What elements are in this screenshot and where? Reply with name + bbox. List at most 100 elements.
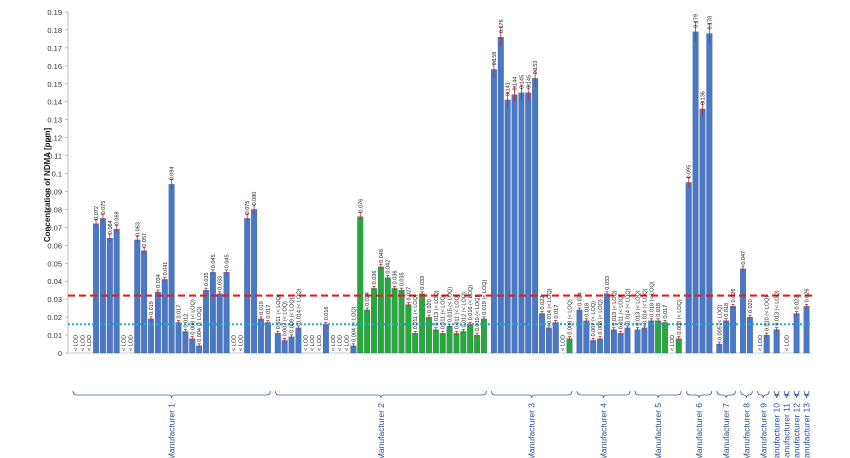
bar <box>113 229 120 354</box>
y-tick-label: 0.08 <box>47 205 62 214</box>
data-label: 0.064 <box>108 220 114 234</box>
data-label: 0.080 <box>252 192 258 206</box>
data-label: 0.013 (< LOQ) <box>434 290 440 325</box>
y-tick-label: 0 <box>58 349 62 358</box>
bar <box>189 338 196 354</box>
data-label: 0.033 <box>420 276 426 290</box>
y-tick-label: 0.07 <box>47 223 62 232</box>
bar <box>634 329 641 354</box>
y-tick-label: 0.11 <box>48 152 62 161</box>
bar <box>685 182 692 354</box>
bar <box>692 31 699 354</box>
data-label: 0.136 <box>700 91 706 105</box>
manufacturer-label: Manufacturer 11 <box>782 403 792 458</box>
bar <box>182 331 189 354</box>
group-brace <box>274 390 487 399</box>
manufacturer-label: Manufacturer 9 <box>758 403 768 458</box>
bar <box>322 324 329 354</box>
data-label: 0.014 (< LOQ) <box>296 288 302 323</box>
data-label: 0.017 <box>554 305 560 319</box>
bar <box>460 331 467 354</box>
y-tick-label: 0.15 <box>47 80 62 89</box>
data-label: 0.045 <box>211 254 217 268</box>
y-tick-label: 0.17 <box>47 44 62 53</box>
bar <box>583 320 590 354</box>
data-label: 0.034 <box>156 274 162 288</box>
data-label: 0.024 <box>365 292 371 306</box>
data-label: < LOD <box>785 335 791 351</box>
bar <box>511 94 518 354</box>
bar <box>610 329 617 354</box>
bar <box>793 313 800 354</box>
data-label: 0.041 <box>163 262 169 276</box>
bar <box>597 338 604 354</box>
data-label: 0.011 (< LOQ) <box>413 294 419 329</box>
data-label: 0.033 <box>605 276 611 290</box>
bar <box>803 306 810 354</box>
group-brace <box>740 390 753 399</box>
data-label: < LOD <box>758 335 764 351</box>
data-label: 0.178 <box>707 16 713 30</box>
bar <box>175 322 182 354</box>
y-tick-label: 0.02 <box>47 313 62 322</box>
y-tick-label: 0.01 <box>47 331 62 340</box>
bar <box>648 320 655 354</box>
y-tick-label: 0.18 <box>47 26 62 35</box>
manufacturer-label: Manufacturer 4 <box>599 403 609 458</box>
data-label: 0.019 <box>149 301 155 315</box>
data-label: 0.004 (< LOQ) <box>351 306 357 341</box>
bar <box>99 218 106 354</box>
data-label: 0.013 (< LOQ) <box>775 290 781 325</box>
bar <box>552 322 559 354</box>
bar <box>763 334 770 354</box>
bar <box>364 309 371 354</box>
y-tick-label: 0.13 <box>47 116 62 125</box>
data-label: 0.019 <box>259 301 265 315</box>
y-tick-label: 0.04 <box>47 277 62 286</box>
data-label: 0.144 <box>513 77 519 91</box>
group-brace <box>72 390 271 399</box>
data-label: 0.027 <box>406 287 412 301</box>
data-label: 0.010 (< LOQ) <box>475 296 481 331</box>
data-label: 0.176 <box>499 19 505 33</box>
group-brace <box>576 390 631 399</box>
y-tick-label: 0.03 <box>47 295 62 304</box>
bar <box>223 272 230 354</box>
bar <box>525 92 532 354</box>
data-label: 0.008 (< LOQ) <box>567 299 573 334</box>
bar <box>746 316 753 354</box>
y-axis: 0 0.01 0.02 0.03 0.04 0.05 0.06 0.07 0.08 0.09 0.1… <box>47 8 812 358</box>
data-label: 0.047 <box>741 251 747 265</box>
group-brace <box>491 390 573 399</box>
data-label: 0.158 <box>492 52 498 66</box>
bar <box>426 316 432 354</box>
data-label: 0.017 <box>663 305 669 319</box>
y-tick-label: 0.05 <box>47 259 62 268</box>
data-label: 0.007 (< LOQ) <box>591 301 597 336</box>
manufacturer-label: Manufacturer 7 <box>721 403 731 458</box>
y-tick-label: 0.06 <box>47 241 62 250</box>
manufacturer-label: Manufacturer 6 <box>694 403 704 458</box>
data-label: 0.019 (< LOQ) <box>482 279 488 314</box>
data-label: 0.014 (< LOQ) <box>626 288 632 323</box>
bar <box>371 288 377 354</box>
bar <box>467 324 474 354</box>
manufacturer-label: Manufacturer 10 <box>772 403 782 458</box>
data-label: < LOD <box>87 335 93 351</box>
data-label: 0.179 <box>694 14 700 28</box>
bar <box>391 288 398 354</box>
bar <box>504 99 511 354</box>
y-tick-label: 0.09 <box>47 187 62 196</box>
bar <box>532 78 539 354</box>
manufacturer-label: Manufacturer 1 <box>167 403 177 458</box>
data-label: 0.045 <box>225 254 231 268</box>
bar <box>405 304 412 354</box>
data-label: 0.013 (< LOQ) <box>636 290 642 325</box>
bar <box>244 218 251 354</box>
bar <box>93 223 99 354</box>
data-label: 0.008 (< LOQ) <box>190 299 196 334</box>
data-label: 0.017 <box>177 305 183 319</box>
bar <box>398 290 405 354</box>
data-label: 0.018 <box>656 303 662 317</box>
